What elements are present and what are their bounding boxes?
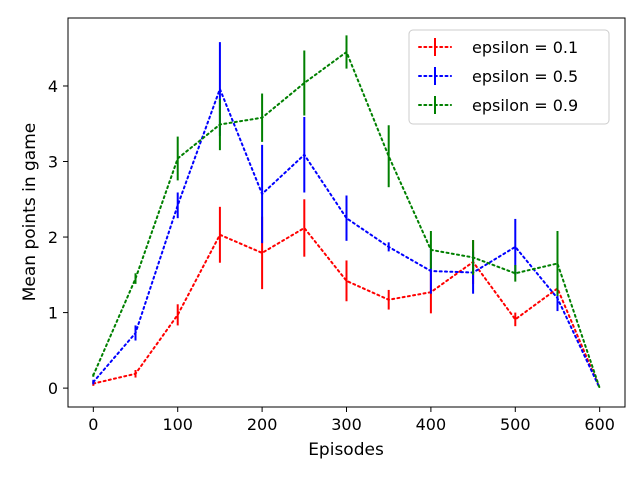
legend-item: epsilon = 0.9 <box>418 96 578 115</box>
y-tick-label: 0 <box>48 379 58 398</box>
y-tick-label: 3 <box>48 153 58 172</box>
series-layer <box>92 35 601 390</box>
x-tick-label: 600 <box>584 415 615 434</box>
legend-item: epsilon = 0.5 <box>418 67 578 86</box>
y-tick-label: 2 <box>48 228 58 247</box>
y-axis-label: Mean points in game <box>20 123 40 301</box>
legend-label: epsilon = 0.1 <box>472 38 578 57</box>
x-tick-label: 500 <box>500 415 531 434</box>
legend-item: epsilon = 0.1 <box>418 38 578 57</box>
x-axis-ticks: 0 100 200 300 400 500 600 <box>88 407 615 434</box>
x-tick-label: 400 <box>416 415 447 434</box>
x-tick-label: 100 <box>162 415 193 434</box>
legend-items: epsilon = 0.1 epsilon = 0.5 epsilon = 0.9 <box>418 38 578 115</box>
legend: epsilon = 0.1 epsilon = 0.5 epsilon = 0.9 <box>408 29 610 125</box>
legend-label: epsilon = 0.9 <box>472 96 578 115</box>
x-tick-label: 300 <box>331 415 362 434</box>
series-3 <box>92 35 601 390</box>
y-tick-label: 4 <box>48 77 58 96</box>
x-tick-label: 0 <box>88 415 98 434</box>
legend-label: epsilon = 0.5 <box>472 67 578 86</box>
y-tick-label: 1 <box>48 304 58 323</box>
legend-box <box>408 29 610 125</box>
x-tick-label: 200 <box>247 415 278 434</box>
y-axis-ticks: 0 1 2 3 4 <box>48 77 68 398</box>
x-axis-label: Episodes <box>308 440 384 460</box>
